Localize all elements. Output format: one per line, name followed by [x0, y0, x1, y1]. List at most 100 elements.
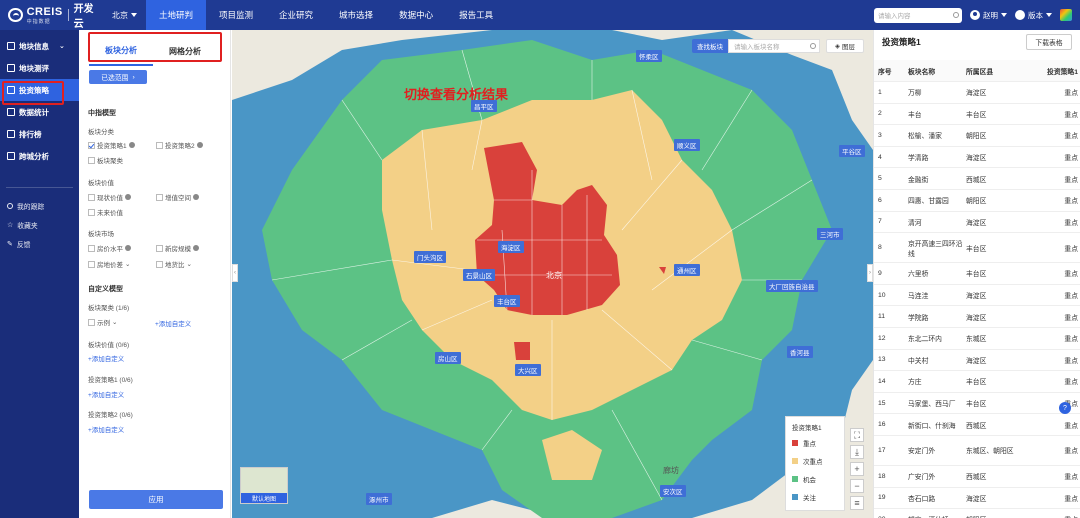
- add-custom-link[interactable]: +添加自定义: [88, 392, 125, 399]
- table-row[interactable]: 15 马家堡、西马厂 丰台区 重点: [874, 393, 1080, 415]
- table-row[interactable]: 1 万柳 海淀区 重点: [874, 82, 1080, 104]
- version-menu[interactable]: 版本: [1015, 10, 1052, 21]
- zoom-in-icon[interactable]: +: [850, 462, 864, 476]
- nav-item-report-tools[interactable]: 报告工具: [459, 10, 494, 20]
- add-custom-link[interactable]: +添加自定义: [155, 321, 192, 328]
- table-row[interactable]: 12 东北二环内 东城区 重点: [874, 328, 1080, 350]
- checkbox-checked[interactable]: [88, 141, 95, 149]
- checkbox[interactable]: [88, 208, 95, 216]
- table-row[interactable]: 2 丰台 丰台区 重点: [874, 104, 1080, 126]
- sidebar-item-my-tracking[interactable]: 我的跟踪: [0, 196, 79, 215]
- sidebar-item-cross-city[interactable]: 跨城分析: [0, 145, 79, 167]
- choropleth-map[interactable]: 切换查看分析结果 怀柔区 昌平区 顺义区 平谷区 海淀区 门头沟区 石景山区 北…: [232, 30, 873, 518]
- table-row[interactable]: 18 广安门外 西城区 重点: [874, 466, 1080, 488]
- collapse-left-icon[interactable]: ‹: [232, 264, 238, 282]
- table-row[interactable]: 5 金融街 西城区 重点: [874, 168, 1080, 190]
- column-header[interactable]: 序号: [878, 68, 892, 76]
- sidebar-item-land-info[interactable]: 地块信息 ⌄: [0, 35, 79, 57]
- apply-button[interactable]: 应用: [89, 490, 223, 509]
- sidebar-item-land-evaluation[interactable]: 地块测评: [0, 57, 79, 79]
- checkbox[interactable]: [88, 260, 95, 268]
- nav-item-data-center[interactable]: 数据中心: [399, 10, 434, 20]
- collapse-right-icon[interactable]: ›: [867, 264, 873, 282]
- info-icon[interactable]: [196, 142, 203, 148]
- custom-example-option[interactable]: 示例 ⌄: [88, 317, 117, 327]
- option-strategy-2[interactable]: 投资策略2: [156, 140, 203, 150]
- layer-button[interactable]: ◈ 图层: [826, 39, 864, 53]
- table-row[interactable]: 6 四惠、甘露园 朝阳区 重点: [874, 190, 1080, 212]
- table-row[interactable]: 10 马连洼 海淀区 重点: [874, 285, 1080, 307]
- checkbox[interactable]: [156, 260, 163, 268]
- base-map-thumbnail[interactable]: 默认地图: [240, 467, 288, 504]
- custom-group-title: 板块价值 (0/6): [88, 342, 130, 349]
- info-icon[interactable]: [128, 142, 135, 148]
- option-block-cluster[interactable]: 板块聚类: [88, 155, 123, 165]
- nav-item-project-monitor[interactable]: 项目监测: [219, 10, 254, 20]
- sidebar-item-investment-strategy[interactable]: 投资策略: [0, 79, 79, 101]
- nav-item-city-select[interactable]: 城市选择: [339, 10, 374, 20]
- find-block-button[interactable]: 查找板块: [692, 39, 728, 53]
- table-row[interactable]: 7 清河 海淀区 重点: [874, 212, 1080, 234]
- list-icon[interactable]: ≡: [850, 496, 864, 510]
- table-row[interactable]: 9 六里桥 丰台区 重点: [874, 263, 1080, 285]
- help-float-button[interactable]: ?: [1059, 402, 1071, 414]
- column-header[interactable]: 所属区县: [966, 68, 994, 76]
- table-row[interactable]: 8 京开高速三四环沿线 丰台区 重点: [874, 233, 1080, 264]
- table-row[interactable]: 14 方庄 丰台区 重点: [874, 371, 1080, 393]
- checkbox[interactable]: [156, 193, 163, 201]
- tab-block-analysis[interactable]: 板块分析: [89, 36, 153, 66]
- option-future-value[interactable]: 未来价值: [88, 207, 123, 217]
- add-custom-link[interactable]: +添加自定义: [88, 427, 125, 434]
- option-growth-space[interactable]: 增值空间: [156, 192, 199, 202]
- checkbox[interactable]: [156, 141, 163, 149]
- info-icon[interactable]: [125, 245, 131, 251]
- table-row[interactable]: 19 杏石口路 海淀区 重点: [874, 488, 1080, 510]
- checkbox[interactable]: [88, 244, 95, 252]
- sidebar-item-data-statistics[interactable]: 数据统计: [0, 101, 79, 123]
- column-header[interactable]: 板块名称: [908, 68, 936, 76]
- checkbox[interactable]: [88, 156, 95, 164]
- sidebar-item-feedback[interactable]: ✎ 反馈: [0, 234, 79, 253]
- sidebar-item-ranking[interactable]: 排行榜: [0, 123, 79, 145]
- table-row[interactable]: 13 中关村 海淀区 重点: [874, 350, 1080, 372]
- option-land-goods-ratio[interactable]: 地货比 ⌄: [156, 259, 192, 269]
- city-select[interactable]: 北京: [112, 10, 146, 21]
- add-custom-link[interactable]: +添加自定义: [88, 356, 125, 363]
- info-icon[interactable]: [193, 245, 199, 251]
- theme-color-icon[interactable]: [1060, 9, 1072, 21]
- zoom-out-icon[interactable]: −: [850, 479, 864, 493]
- option-current-value[interactable]: 现状价值: [88, 192, 131, 202]
- global-search-input[interactable]: 请输入内容: [874, 7, 962, 23]
- checkbox[interactable]: [88, 193, 95, 201]
- sidebar-item-favorites[interactable]: ☆ 收藏夹: [0, 215, 79, 234]
- table-row[interactable]: 4 学清路 海淀区 重点: [874, 147, 1080, 169]
- option-price-level[interactable]: 房价水平: [88, 243, 131, 253]
- checkbox[interactable]: [156, 244, 163, 252]
- nav-item-land-analysis[interactable]: 土地研判: [146, 0, 207, 30]
- nav-item-company-research[interactable]: 企业研究: [279, 10, 314, 20]
- brand-logo[interactable]: CREIS 中指数据 开发云: [0, 0, 100, 30]
- user-menu[interactable]: 赵明: [970, 10, 1007, 21]
- table-cell: 重点: [1064, 293, 1078, 301]
- fullscreen-icon[interactable]: ⛶: [850, 428, 864, 442]
- info-icon[interactable]: [193, 194, 199, 200]
- table-row[interactable]: 17 安定门外 东城区、朝阳区 重点: [874, 436, 1080, 466]
- table-cell: 安定门外: [908, 448, 936, 456]
- download-icon[interactable]: ⤓: [850, 445, 864, 459]
- info-icon[interactable]: [125, 194, 131, 200]
- option-strategy-1[interactable]: 投资策略1: [88, 140, 135, 150]
- checkbox[interactable]: [88, 318, 95, 326]
- legend-swatch-green: [792, 476, 798, 482]
- tab-grid-analysis[interactable]: 网格分析: [169, 46, 201, 56]
- block-search-input[interactable]: 请输入板块名称: [728, 39, 820, 53]
- table-row[interactable]: 11 学院路 海淀区 重点: [874, 306, 1080, 328]
- table-cell: 7: [878, 218, 882, 226]
- option-price-gap[interactable]: 房地价差 ⌄: [88, 259, 130, 269]
- column-header[interactable]: 投资策略1: [1047, 68, 1078, 76]
- option-new-housing-scale[interactable]: 新房规模: [156, 243, 199, 253]
- download-table-button[interactable]: 下载表格: [1026, 34, 1072, 50]
- table-row[interactable]: 16 新街口、什刹海 西城区 重点: [874, 414, 1080, 436]
- table-row[interactable]: 20望京、酒仙桥朝阳区重点: [874, 509, 1080, 518]
- selected-range-button[interactable]: 已选范围 ›: [89, 70, 147, 84]
- table-row[interactable]: 3 松榆、潘家 朝阳区 重点: [874, 125, 1080, 147]
